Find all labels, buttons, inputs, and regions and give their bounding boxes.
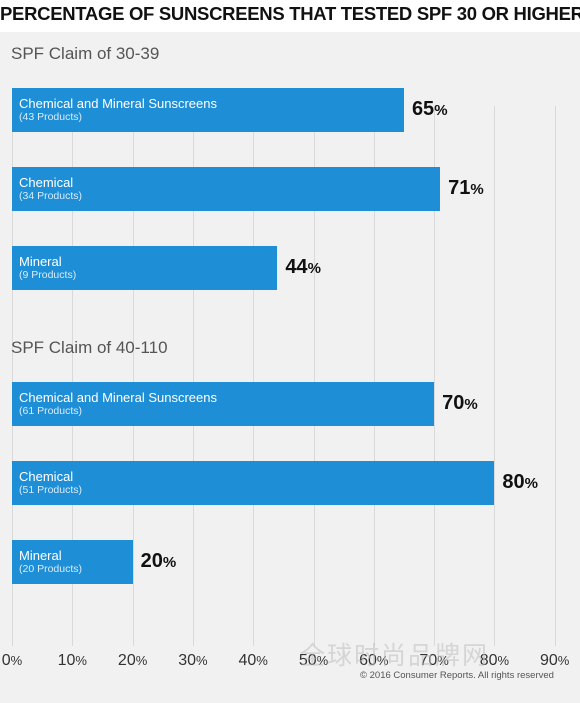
x-tick-label: 10% — [57, 652, 87, 669]
bar-value-label: 20% — [140, 550, 177, 572]
bar-count-label: (61 Products) — [19, 405, 83, 417]
bar-count-label: (51 Products) — [19, 484, 83, 496]
group-label-40-110: SPF Claim of 40-110 — [11, 338, 168, 357]
x-tick-label: 60% — [359, 652, 389, 669]
x-tick-label: 90% — [540, 652, 570, 669]
chart-panel: SPF Claim of 30-39 SPF Claim of 40-110 C… — [0, 32, 580, 703]
x-tick-label: 40% — [238, 652, 268, 669]
bar-value-label: 80% — [502, 471, 538, 493]
bar-count-label: (20 Products) — [19, 563, 83, 575]
gridline — [192, 106, 194, 646]
chart-title: PERCENTAGE OF SUNSCREENS THAT TESTED SPF… — [0, 3, 580, 24]
x-tick-label: 80% — [479, 652, 510, 669]
gridline — [494, 106, 496, 646]
bar: Mineral (20 Products) — [12, 540, 133, 584]
x-tick-label: 30% — [178, 652, 208, 669]
bar: Mineral (9 Products) — [12, 246, 278, 290]
x-tick-label: 20% — [117, 652, 148, 669]
title-bar: PERCENTAGE OF SUNSCREENS THAT TESTED SPF… — [0, 0, 580, 32]
bar-name-label: Chemical and Mineral Sunscreens — [19, 390, 217, 405]
gridline — [554, 106, 556, 646]
bar: Chemical (51 Products) — [12, 461, 495, 505]
bar-count-label: (34 Products) — [19, 190, 83, 202]
x-tick-label: 70% — [419, 652, 449, 669]
gridline — [72, 106, 74, 646]
bar: Chemical and Mineral Sunscreens (43 Produ… — [12, 88, 404, 132]
x-tick-label: 50% — [298, 652, 329, 669]
gridline — [373, 106, 375, 646]
bar-value-label: 70% — [442, 392, 478, 414]
bar-name-label: Chemical — [19, 469, 74, 484]
x-tick-label: 0% — [1, 652, 23, 669]
watermark: 全球时尚品牌网 — [300, 641, 490, 670]
bar-count-label: (43 Products) — [19, 111, 83, 123]
bar-value-label: 71% — [448, 177, 484, 199]
bar-name-label: Mineral — [19, 254, 62, 269]
bar-name-label: Chemical and Mineral Sunscreens — [19, 96, 217, 111]
copyright-credit: © 2016 Consumer Reports. All rights rese… — [360, 670, 554, 681]
group-label-30-39: SPF Claim of 30-39 — [11, 44, 160, 63]
gridline — [313, 106, 315, 646]
bar: Chemical and Mineral Sunscreens (61 Produ… — [12, 382, 435, 426]
bar-value-label: 65% — [411, 98, 448, 120]
bar-name-label: Chemical — [19, 175, 74, 190]
gridline — [253, 106, 255, 646]
bar-value-label: 44% — [285, 256, 321, 278]
gridline — [12, 106, 13, 646]
bar-name-label: Mineral — [19, 548, 62, 563]
bar-count-label: (9 Products) — [19, 269, 77, 281]
gridline — [132, 106, 134, 646]
gridline — [434, 106, 436, 646]
bar: Chemical (34 Products) — [12, 167, 441, 211]
